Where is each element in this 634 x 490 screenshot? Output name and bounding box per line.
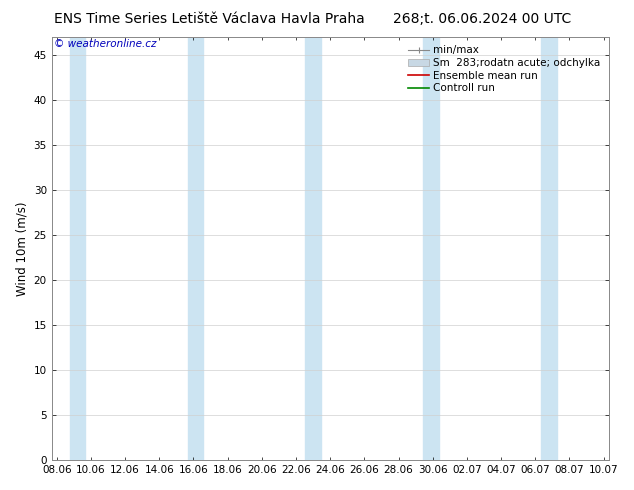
Bar: [313, 37, 321, 460]
Bar: [541, 37, 550, 460]
Bar: [70, 37, 78, 460]
Legend: min/max, Sm  283;rodatn acute; odchylka, Ensemble mean run, Controll run: min/max, Sm 283;rodatn acute; odchylka, …: [405, 42, 604, 97]
Y-axis label: Wind 10m (m/s): Wind 10m (m/s): [15, 201, 28, 296]
Bar: [195, 37, 203, 460]
Bar: [306, 37, 314, 460]
Bar: [548, 37, 557, 460]
Text: 268;t. 06.06.2024 00 UTC: 268;t. 06.06.2024 00 UTC: [392, 12, 571, 26]
Bar: [430, 37, 439, 460]
Bar: [77, 37, 85, 460]
Bar: [424, 37, 432, 460]
Text: © weatheronline.cz: © weatheronline.cz: [55, 39, 157, 49]
Text: ENS Time Series Letiště Václava Havla Praha: ENS Time Series Letiště Václava Havla Pr…: [54, 12, 365, 26]
Bar: [188, 37, 196, 460]
